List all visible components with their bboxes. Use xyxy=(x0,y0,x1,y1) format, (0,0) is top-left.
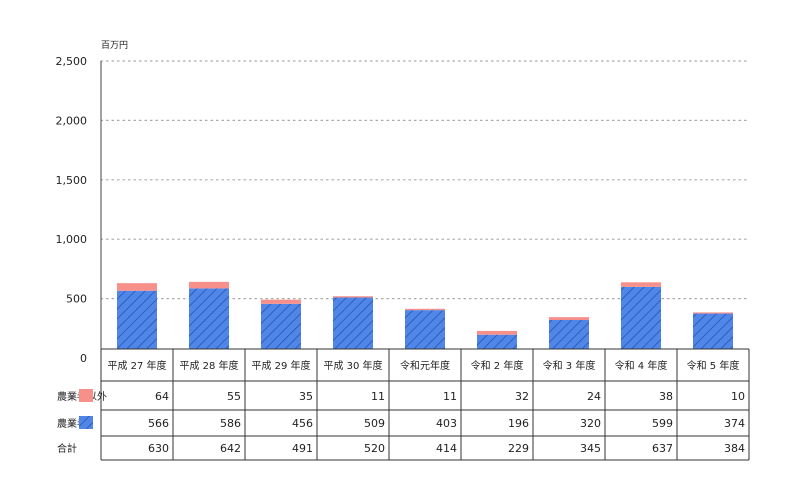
bar-non-farmer xyxy=(693,312,733,314)
y-tick-label: 500 xyxy=(66,293,87,306)
table-cell: 403 xyxy=(436,417,457,430)
table-cell: 32 xyxy=(515,390,529,403)
table-cell: 414 xyxy=(436,442,457,455)
bar-non-farmer xyxy=(405,308,445,311)
table-cell: 11 xyxy=(371,390,385,403)
table-cell: 320 xyxy=(580,417,601,430)
x-tick-label: 令和 4 年度 xyxy=(615,359,668,372)
table-cell: 642 xyxy=(220,442,241,455)
x-tick-label: 令和 2 年度 xyxy=(471,359,524,372)
bar-non-farmer xyxy=(621,282,661,287)
bar-non-farmer xyxy=(117,283,157,291)
unit-label: 百万円 xyxy=(101,40,128,51)
x-tick-label: 令和 3 年度 xyxy=(543,359,596,372)
x-tick-label: 令和 5 年度 xyxy=(687,359,740,372)
table-cell: 599 xyxy=(652,417,673,430)
bars xyxy=(117,281,733,358)
x-tick-label: 平成 27 年度 xyxy=(107,359,166,372)
bar-non-farmer xyxy=(261,299,301,304)
bar-non-farmer xyxy=(333,296,373,298)
table-cell: 35 xyxy=(299,390,313,403)
x-tick-label: 令和元年度 xyxy=(400,359,450,372)
table-cell: 509 xyxy=(364,417,385,430)
table-cell: 10 xyxy=(731,390,745,403)
bar-non-farmer xyxy=(477,330,517,335)
table-cell: 520 xyxy=(364,442,385,455)
table-cell: 566 xyxy=(148,417,169,430)
y-tick-label: 1,500 xyxy=(56,174,88,187)
x-tick-label: 平成 30 年度 xyxy=(323,359,382,372)
table-cell: 38 xyxy=(659,390,673,403)
table-cell: 64 xyxy=(155,390,169,403)
table-header-bg xyxy=(101,349,749,381)
x-tick-label: 平成 28 年度 xyxy=(179,359,238,372)
table-cell: 456 xyxy=(292,417,313,430)
x-tick-label: 平成 29 年度 xyxy=(251,359,310,372)
table-cell: 637 xyxy=(652,442,673,455)
table-cell: 196 xyxy=(508,417,529,430)
y-tick-label: 2,500 xyxy=(56,55,88,68)
table-cell: 229 xyxy=(508,442,529,455)
legend-non-farmer-swatch xyxy=(79,389,93,402)
table-cell: 374 xyxy=(724,417,745,430)
y-tick-label: 0 xyxy=(80,352,87,365)
table-cell: 345 xyxy=(580,442,601,455)
bar-farmer xyxy=(117,290,157,358)
table-cell: 630 xyxy=(148,442,169,455)
table-cell: 24 xyxy=(587,390,601,403)
legend-farmer-swatch xyxy=(79,416,93,429)
table-cell: 491 xyxy=(292,442,313,455)
data-table: 平成 27 年度 平成 28 年度 平成 29 年度 平成 30 年度 令和元年度 令和 … xyxy=(57,348,750,461)
totals-label: 合計 xyxy=(57,442,77,455)
bar-non-farmer xyxy=(549,317,589,320)
table-cell: 586 xyxy=(220,417,241,430)
y-axis-ticks: 0 500 1,000 1,500 2,000 2,500 xyxy=(56,55,88,365)
y-tick-label: 1,000 xyxy=(56,233,88,246)
bar-farmer xyxy=(333,297,373,358)
bar-farmer xyxy=(621,286,661,358)
y-tick-label: 2,000 xyxy=(56,114,88,127)
table-cell: 55 xyxy=(227,390,241,403)
bar-farmer xyxy=(189,288,229,358)
bar-non-farmer xyxy=(189,281,229,289)
table-cell: 11 xyxy=(443,390,457,403)
table-cell: 384 xyxy=(724,442,745,455)
